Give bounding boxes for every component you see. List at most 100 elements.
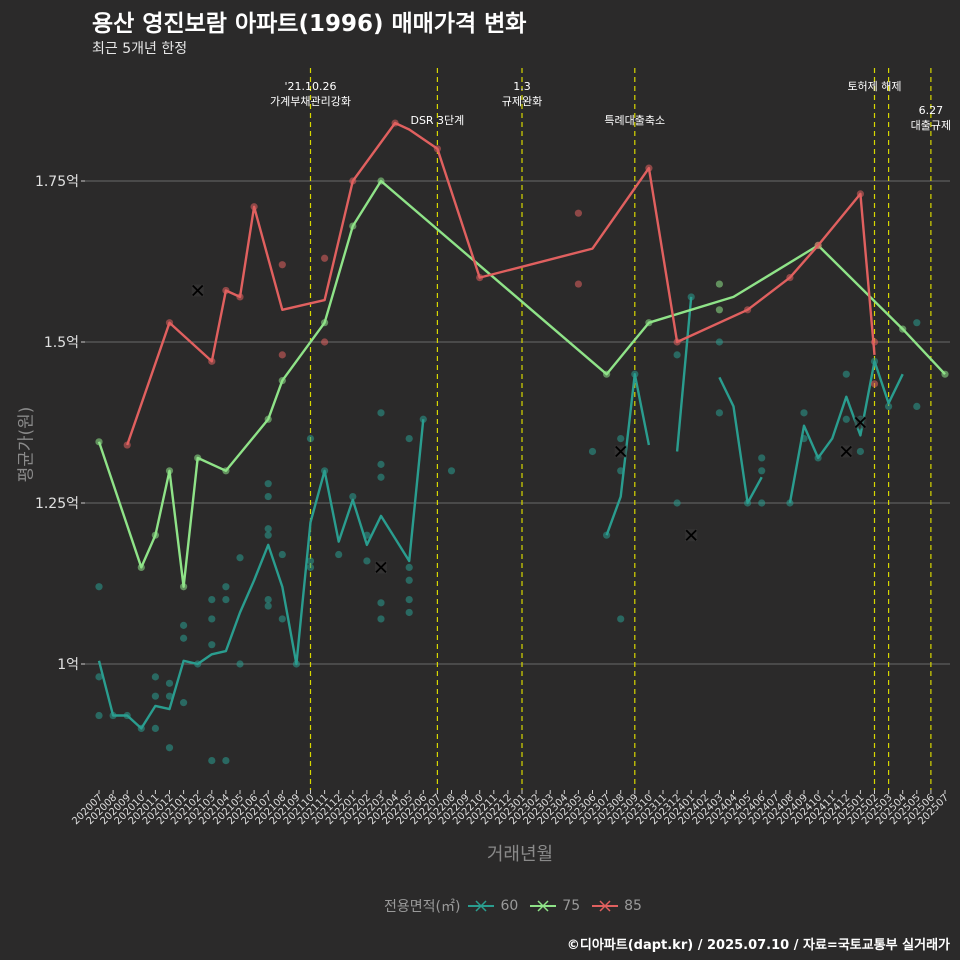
data-point-85: [321, 254, 329, 262]
cancel-marker-85: [192, 284, 204, 297]
data-point-60: [588, 447, 597, 456]
data-point-60: [842, 370, 850, 378]
x-axis-title: 거래년월: [486, 844, 554, 865]
legend-item-60: 60: [468, 898, 518, 914]
data-point-75: [715, 306, 724, 314]
series-line-60: [675, 296, 693, 452]
series-line-60: [605, 373, 651, 536]
data-point-60: [264, 492, 272, 501]
data-point-60: [180, 699, 188, 707]
series-line-60: [718, 376, 763, 505]
data-point-60: [405, 435, 413, 443]
data-point-60: [758, 454, 766, 462]
legend-item-85: 85: [592, 898, 642, 914]
data-point-60: [447, 467, 456, 475]
data-point-60: [278, 615, 286, 623]
y-tick-label: 1.25억: [35, 496, 79, 512]
data-point-60: [913, 402, 921, 410]
data-point-60: [306, 557, 315, 565]
data-point-60: [264, 531, 272, 539]
data-point-60: [335, 550, 343, 559]
data-point-60: [405, 596, 413, 604]
event-label: '21.10.26: [284, 80, 336, 93]
data-point-60: [264, 596, 272, 604]
data-point-60: [236, 660, 244, 668]
data-point-60: [349, 492, 357, 501]
legend-key-75: [530, 900, 557, 912]
data-point-60: [800, 409, 808, 417]
data-point-60: [264, 525, 272, 533]
event-label: 특례대출축소: [604, 114, 665, 127]
series-line-60: [97, 419, 425, 730]
data-point-60: [377, 460, 385, 468]
data-point-60: [151, 724, 159, 733]
data-point-60: [377, 409, 385, 417]
cancel-marker-60: [375, 561, 387, 574]
data-point-60: [165, 679, 174, 687]
data-point-60: [95, 711, 103, 720]
data-point-60: [95, 673, 103, 681]
data-point-60: [856, 447, 865, 456]
data-point-60: [419, 415, 427, 423]
event-label: 대출규제: [911, 119, 951, 132]
data-point-60: [306, 563, 315, 572]
y-axis-title: 평균가(원): [16, 406, 37, 483]
legend-label-75: 75: [562, 898, 581, 914]
legend-label-85: 85: [624, 898, 642, 914]
data-point-60: [913, 319, 921, 327]
data-point-60: [165, 744, 174, 752]
event-label: 규제완화: [502, 95, 542, 108]
data-point-60: [208, 596, 216, 604]
data-point-60: [377, 473, 385, 481]
data-point-60: [165, 692, 174, 700]
event-label: 1.3: [513, 80, 531, 93]
data-point-60: [151, 692, 159, 700]
legend: 전용면적(㎡) 60 75 85: [384, 896, 654, 916]
chart-subtitle: 최근 5개년 한정: [92, 41, 188, 57]
event-label: 6.27: [919, 104, 944, 117]
data-point-60: [236, 554, 244, 562]
data-point-60: [264, 602, 272, 610]
legend-key-60: [468, 900, 495, 912]
data-point-85: [574, 280, 583, 288]
data-point-75: [715, 280, 724, 288]
data-point-85: [278, 261, 286, 269]
data-point-60: [673, 499, 681, 507]
event-label: 가계부채관리강화: [270, 95, 351, 108]
data-point-60: [405, 576, 413, 584]
legend-label-60: 60: [500, 898, 519, 914]
data-point-60: [715, 409, 724, 417]
cancel-marker-60: [685, 529, 697, 541]
cancel-marker-60: [854, 416, 867, 429]
cancel-marker-60: [840, 445, 852, 458]
data-point-85: [321, 338, 329, 346]
data-point-60: [758, 499, 766, 507]
data-point-60: [363, 557, 371, 565]
data-point-60: [278, 550, 286, 559]
data-point-60: [208, 757, 216, 765]
data-point-60: [306, 435, 315, 443]
data-point-60: [95, 583, 103, 591]
data-point-60: [222, 583, 230, 591]
cancel-marker-60: [615, 445, 627, 458]
legend-key-85: [592, 900, 619, 912]
data-point-60: [180, 621, 188, 629]
series-line-85: [126, 121, 876, 446]
data-point-60: [715, 338, 724, 346]
series-line-75: [97, 179, 946, 588]
data-point-60: [377, 615, 385, 623]
y-tick-label: 1.75억: [35, 174, 79, 190]
data-point-60: [673, 351, 681, 359]
data-point-85: [870, 380, 879, 388]
data-point-60: [842, 415, 850, 423]
data-point-60: [151, 673, 159, 681]
data-point-60: [208, 641, 216, 649]
data-point-60: [885, 402, 893, 410]
data-point-60: [222, 757, 230, 765]
data-point-85: [278, 351, 286, 359]
data-point-85: [574, 209, 583, 217]
data-point-60: [377, 599, 385, 607]
event-label: 토허제 해제: [847, 79, 901, 93]
data-point-60: [180, 634, 188, 642]
